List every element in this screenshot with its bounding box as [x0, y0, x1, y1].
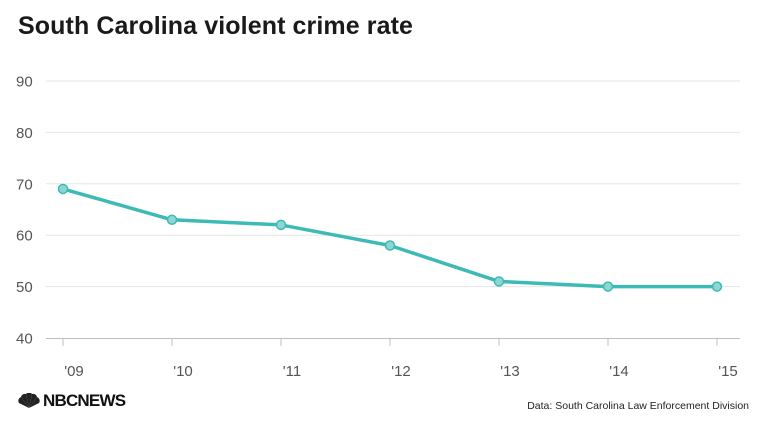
y-tick-label: 50	[16, 279, 33, 296]
y-tick-label: 70	[16, 176, 33, 193]
x-tick-label: '13	[500, 363, 520, 380]
logo-wordmark: NBCNEWS	[43, 391, 126, 410]
data-point	[275, 219, 287, 231]
chart-title: South Carolina violent crime rate	[18, 12, 414, 40]
series-line	[61, 187, 719, 289]
data-point	[166, 214, 178, 226]
x-tick-label: '15	[718, 363, 738, 380]
series-layer	[57, 183, 723, 292]
peacock-logo-icon	[18, 393, 40, 408]
x-tick-label: '14	[609, 363, 629, 380]
x-tick-label: '10	[173, 363, 193, 380]
x-tick-label: '12	[391, 363, 411, 380]
data-point	[493, 276, 505, 287]
grid-lines	[46, 80, 740, 288]
y-tick-label: 60	[16, 228, 33, 245]
x-tick-label: '09	[64, 363, 84, 380]
y-tick-label: 80	[16, 125, 33, 142]
nbc-news-logo: NBCNEWS	[18, 391, 126, 411]
y-tick-label: 90	[16, 74, 33, 91]
data-point	[602, 281, 614, 292]
data-point	[711, 281, 723, 292]
data-point	[57, 183, 69, 195]
y-tick-label: 40	[16, 331, 33, 348]
data-point	[384, 240, 396, 251]
x-tick-label: '11	[283, 363, 301, 380]
x-axis: '09 '10 '11 '12 '13 '14 '15	[46, 338, 740, 380]
y-axis-ticks: 40 50 60 70 80 90	[16, 74, 33, 348]
source-note: Data: South Carolina Law Enforcement Div…	[527, 400, 749, 412]
